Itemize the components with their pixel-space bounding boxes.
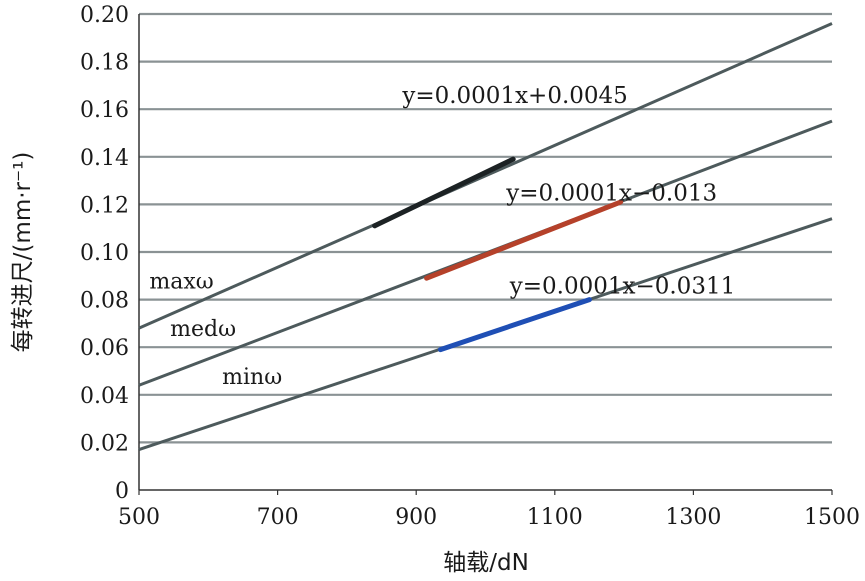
x-tick-label: 1300 [665,505,721,530]
x-tick-label: 1100 [527,505,583,530]
series-highlight-2 [437,297,592,353]
y-tick-label: 0.10 [80,241,129,266]
series-highlight-1 [424,199,624,281]
y-tick-label: 0.18 [80,51,129,76]
y-axis-label: 每转进尺/(mm·r⁻¹) [10,152,36,353]
equation-label: y=0.0001x+0.0045 [401,83,627,109]
equation-label: y=0.0001x−0.0311 [509,273,735,299]
y-tick-label: 0 [115,479,129,504]
series-name-label: medω [170,317,236,342]
series-name-label: maxω [149,270,213,295]
axes [138,14,832,491]
y-tick-label: 0.02 [80,431,129,456]
y-tick-label: 0.08 [80,289,129,314]
x-axis-label: 轴载/dN [443,550,529,576]
x-tick-label: 700 [257,505,299,530]
y-tick-label: 0.12 [80,193,129,218]
series [138,22,833,451]
y-tick-label: 0.16 [80,98,129,123]
annotations: y=0.0001x+0.0045 y=0.0001x−0.013 y=0.0001x… [149,83,735,390]
y-tick-label: 0.14 [80,146,129,171]
series-line-0 [138,22,833,330]
equation-label: y=0.0001x−0.013 [505,181,717,207]
x-tick-label: 1500 [804,505,860,530]
y-ticks: 0 0.02 0.04 0.06 0.08 0.10 0.12 0.14 0.16 0.18 0.2… [80,3,129,504]
grid [139,12,832,444]
y-tick-label: 0.04 [80,384,129,409]
series-name-label: minω [222,365,282,390]
x-ticks: 500 700 900 1100 1300 1500 [118,490,860,530]
y-tick-label: 0.20 [80,3,129,28]
series-highlight-0 [372,156,516,229]
y-tick-label: 0.06 [80,336,129,361]
x-tick-label: 500 [118,505,160,530]
x-tick-label: 900 [395,505,437,530]
